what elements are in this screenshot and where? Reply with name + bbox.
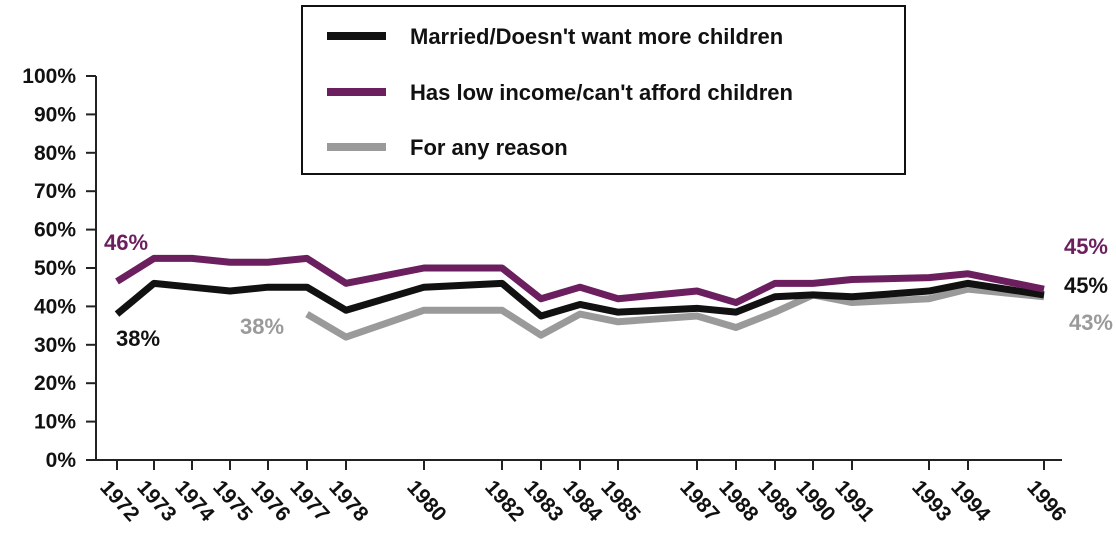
series-end-label: 43% <box>1069 310 1113 335</box>
x-tick-label: 1980 <box>402 476 450 526</box>
x-tick-label: 1991 <box>830 476 879 526</box>
x-tick-label: 1977 <box>285 476 333 526</box>
y-tick-label: 70% <box>34 180 76 203</box>
x-tick-label: 1987 <box>675 476 723 526</box>
series-line-1 <box>115 254 1045 307</box>
x-tick-label: 1972 <box>95 476 143 526</box>
y-tick-label: 10% <box>34 411 76 434</box>
x-tick-label: 1990 <box>791 476 839 526</box>
series-line-0 <box>114 279 1045 320</box>
y-tick-label: 100% <box>22 65 76 88</box>
x-tick-label: 1978 <box>324 476 373 526</box>
y-tick-label: 30% <box>34 334 76 357</box>
legend-entry-label: Married/Doesn't want more children <box>410 24 783 49</box>
x-tick-label: 1982 <box>480 476 528 526</box>
data-labels: 38% 45% 46% 45% 38% 43% <box>104 230 1113 351</box>
series-layer <box>114 254 1045 341</box>
series-start-label: 38% <box>240 314 284 339</box>
x-tick-label: 1996 <box>1022 476 1070 526</box>
y-tick-label: 80% <box>34 142 76 165</box>
y-tick-label: 50% <box>34 257 76 280</box>
x-tick-label: 1976 <box>246 476 294 526</box>
x-tick-label: 1974 <box>170 476 219 526</box>
series-start-label: 38% <box>116 326 160 351</box>
x-tick-label: 1973 <box>132 476 180 526</box>
y-tick-label: 40% <box>34 295 76 318</box>
series-line-2 <box>305 285 1045 341</box>
series-end-label: 45% <box>1064 234 1108 259</box>
y-tick-label: 60% <box>34 219 76 242</box>
series-end-label: 45% <box>1064 273 1108 298</box>
y-tick-label: 90% <box>34 103 76 126</box>
legend-entry-label: For any reason <box>410 135 568 160</box>
legend-box <box>301 5 906 175</box>
y-tick-label: 20% <box>34 372 76 395</box>
x-tick-label: 1988 <box>714 476 763 526</box>
y-tick-label: 0% <box>46 449 77 472</box>
x-tick-label: 1989 <box>753 476 801 526</box>
x-tick-label: 1985 <box>596 476 645 526</box>
x-tick-label: 1983 <box>519 476 567 526</box>
x-tick-label: 1984 <box>558 476 607 526</box>
x-tick-label: 1994 <box>946 476 995 526</box>
legend: Married/Doesn't want more children Has lo… <box>301 5 906 175</box>
x-tick-label: 1993 <box>907 476 955 526</box>
series-start-label: 46% <box>104 230 148 255</box>
legend-entry-label: Has low income/can't afford children <box>410 80 793 105</box>
x-tick-label: 1975 <box>208 476 257 526</box>
